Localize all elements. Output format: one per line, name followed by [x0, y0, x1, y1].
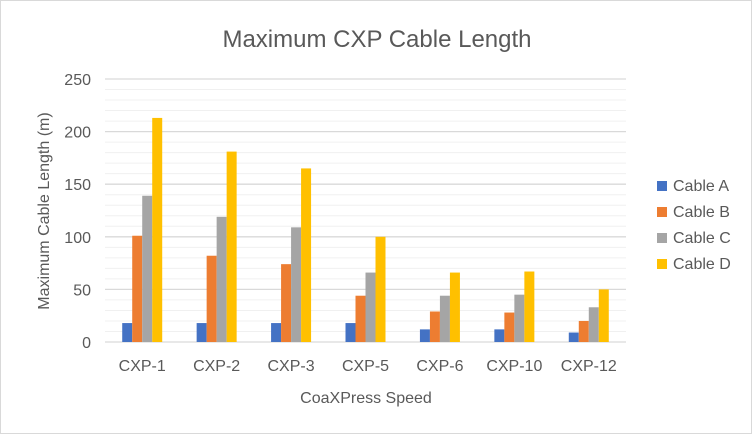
bar-cable-b-cxp-12 — [578, 320, 589, 342]
bar-cable-b-cxp-5 — [355, 295, 366, 342]
bar-cable-b-cxp-6 — [429, 311, 440, 342]
chart-title: Maximum CXP Cable Length — [222, 26, 531, 53]
bar-cable-d-cxp-6 — [449, 272, 460, 342]
x-tick-label: CXP-5 — [342, 358, 389, 375]
bar-cable-d-cxp-5 — [375, 236, 386, 342]
bar-cable-c-cxp-10 — [514, 294, 525, 342]
bar-cable-c-cxp-6 — [439, 295, 450, 342]
y-axis-label: Maximum Cable Length (m) — [36, 112, 53, 309]
legend-swatch — [657, 207, 667, 217]
x-tick-labels: CXP-1 CXP-2 CXP-3 CXP-5 CXP-6 CXP-10 CXP-12 — [119, 358, 617, 375]
y-tick-label: 200 — [64, 125, 91, 142]
bar-cable-b-cxp-2 — [206, 255, 217, 342]
gridlines — [105, 78, 626, 343]
bar-cable-d-cxp-3 — [301, 168, 312, 342]
bar-cable-a-cxp-6 — [419, 329, 430, 342]
bar-cable-c-cxp-3 — [291, 227, 302, 342]
y-tick-labels: 0 50 100 150 200 250 — [64, 72, 91, 352]
legend-label: Cable D — [673, 256, 731, 273]
bar-cable-d-cxp-2 — [226, 151, 237, 342]
x-tick-label: CXP-10 — [486, 358, 542, 375]
x-tick-label: CXP-3 — [268, 358, 315, 375]
bar-cable-c-cxp-5 — [365, 272, 376, 342]
legend-swatch — [657, 181, 667, 191]
bar-cable-c-cxp-12 — [588, 307, 599, 342]
bar-cable-a-cxp-10 — [494, 329, 505, 342]
x-tick-label: CXP-12 — [561, 358, 617, 375]
y-tick-label: 150 — [64, 177, 91, 194]
bar-cable-a-cxp-1 — [122, 323, 133, 342]
legend-swatch — [657, 233, 667, 243]
x-tick-label: CXP-6 — [416, 358, 463, 375]
y-tick-label: 0 — [82, 335, 91, 352]
bar-cable-d-cxp-12 — [598, 289, 609, 342]
bar-cable-a-cxp-2 — [196, 323, 207, 342]
bar-cable-b-cxp-1 — [132, 235, 143, 342]
bar-cable-c-cxp-2 — [216, 216, 227, 342]
legend-label: Cable A — [673, 178, 729, 195]
x-tick-label: CXP-1 — [119, 358, 166, 375]
legend-label: Cable B — [673, 204, 730, 221]
legend-swatch — [657, 259, 667, 269]
bar-cable-c-cxp-1 — [142, 195, 153, 342]
x-axis-label: CoaXPress Speed — [300, 390, 432, 407]
bars — [122, 117, 609, 342]
bar-cable-d-cxp-1 — [152, 117, 163, 342]
bar-cable-a-cxp-5 — [345, 323, 356, 342]
bar-cable-a-cxp-3 — [271, 323, 282, 342]
y-tick-label: 250 — [64, 72, 91, 89]
bar-cable-b-cxp-10 — [504, 312, 515, 342]
legend-label: Cable C — [673, 230, 731, 247]
bar-cable-b-cxp-3 — [281, 264, 292, 342]
legend: Cable A Cable B Cable C Cable D — [657, 178, 731, 273]
x-tick-label: CXP-2 — [193, 358, 240, 375]
y-tick-label: 100 — [64, 230, 91, 247]
bar-cable-a-cxp-12 — [568, 332, 579, 342]
y-tick-label: 50 — [73, 282, 91, 299]
bar-cable-d-cxp-10 — [524, 271, 535, 342]
